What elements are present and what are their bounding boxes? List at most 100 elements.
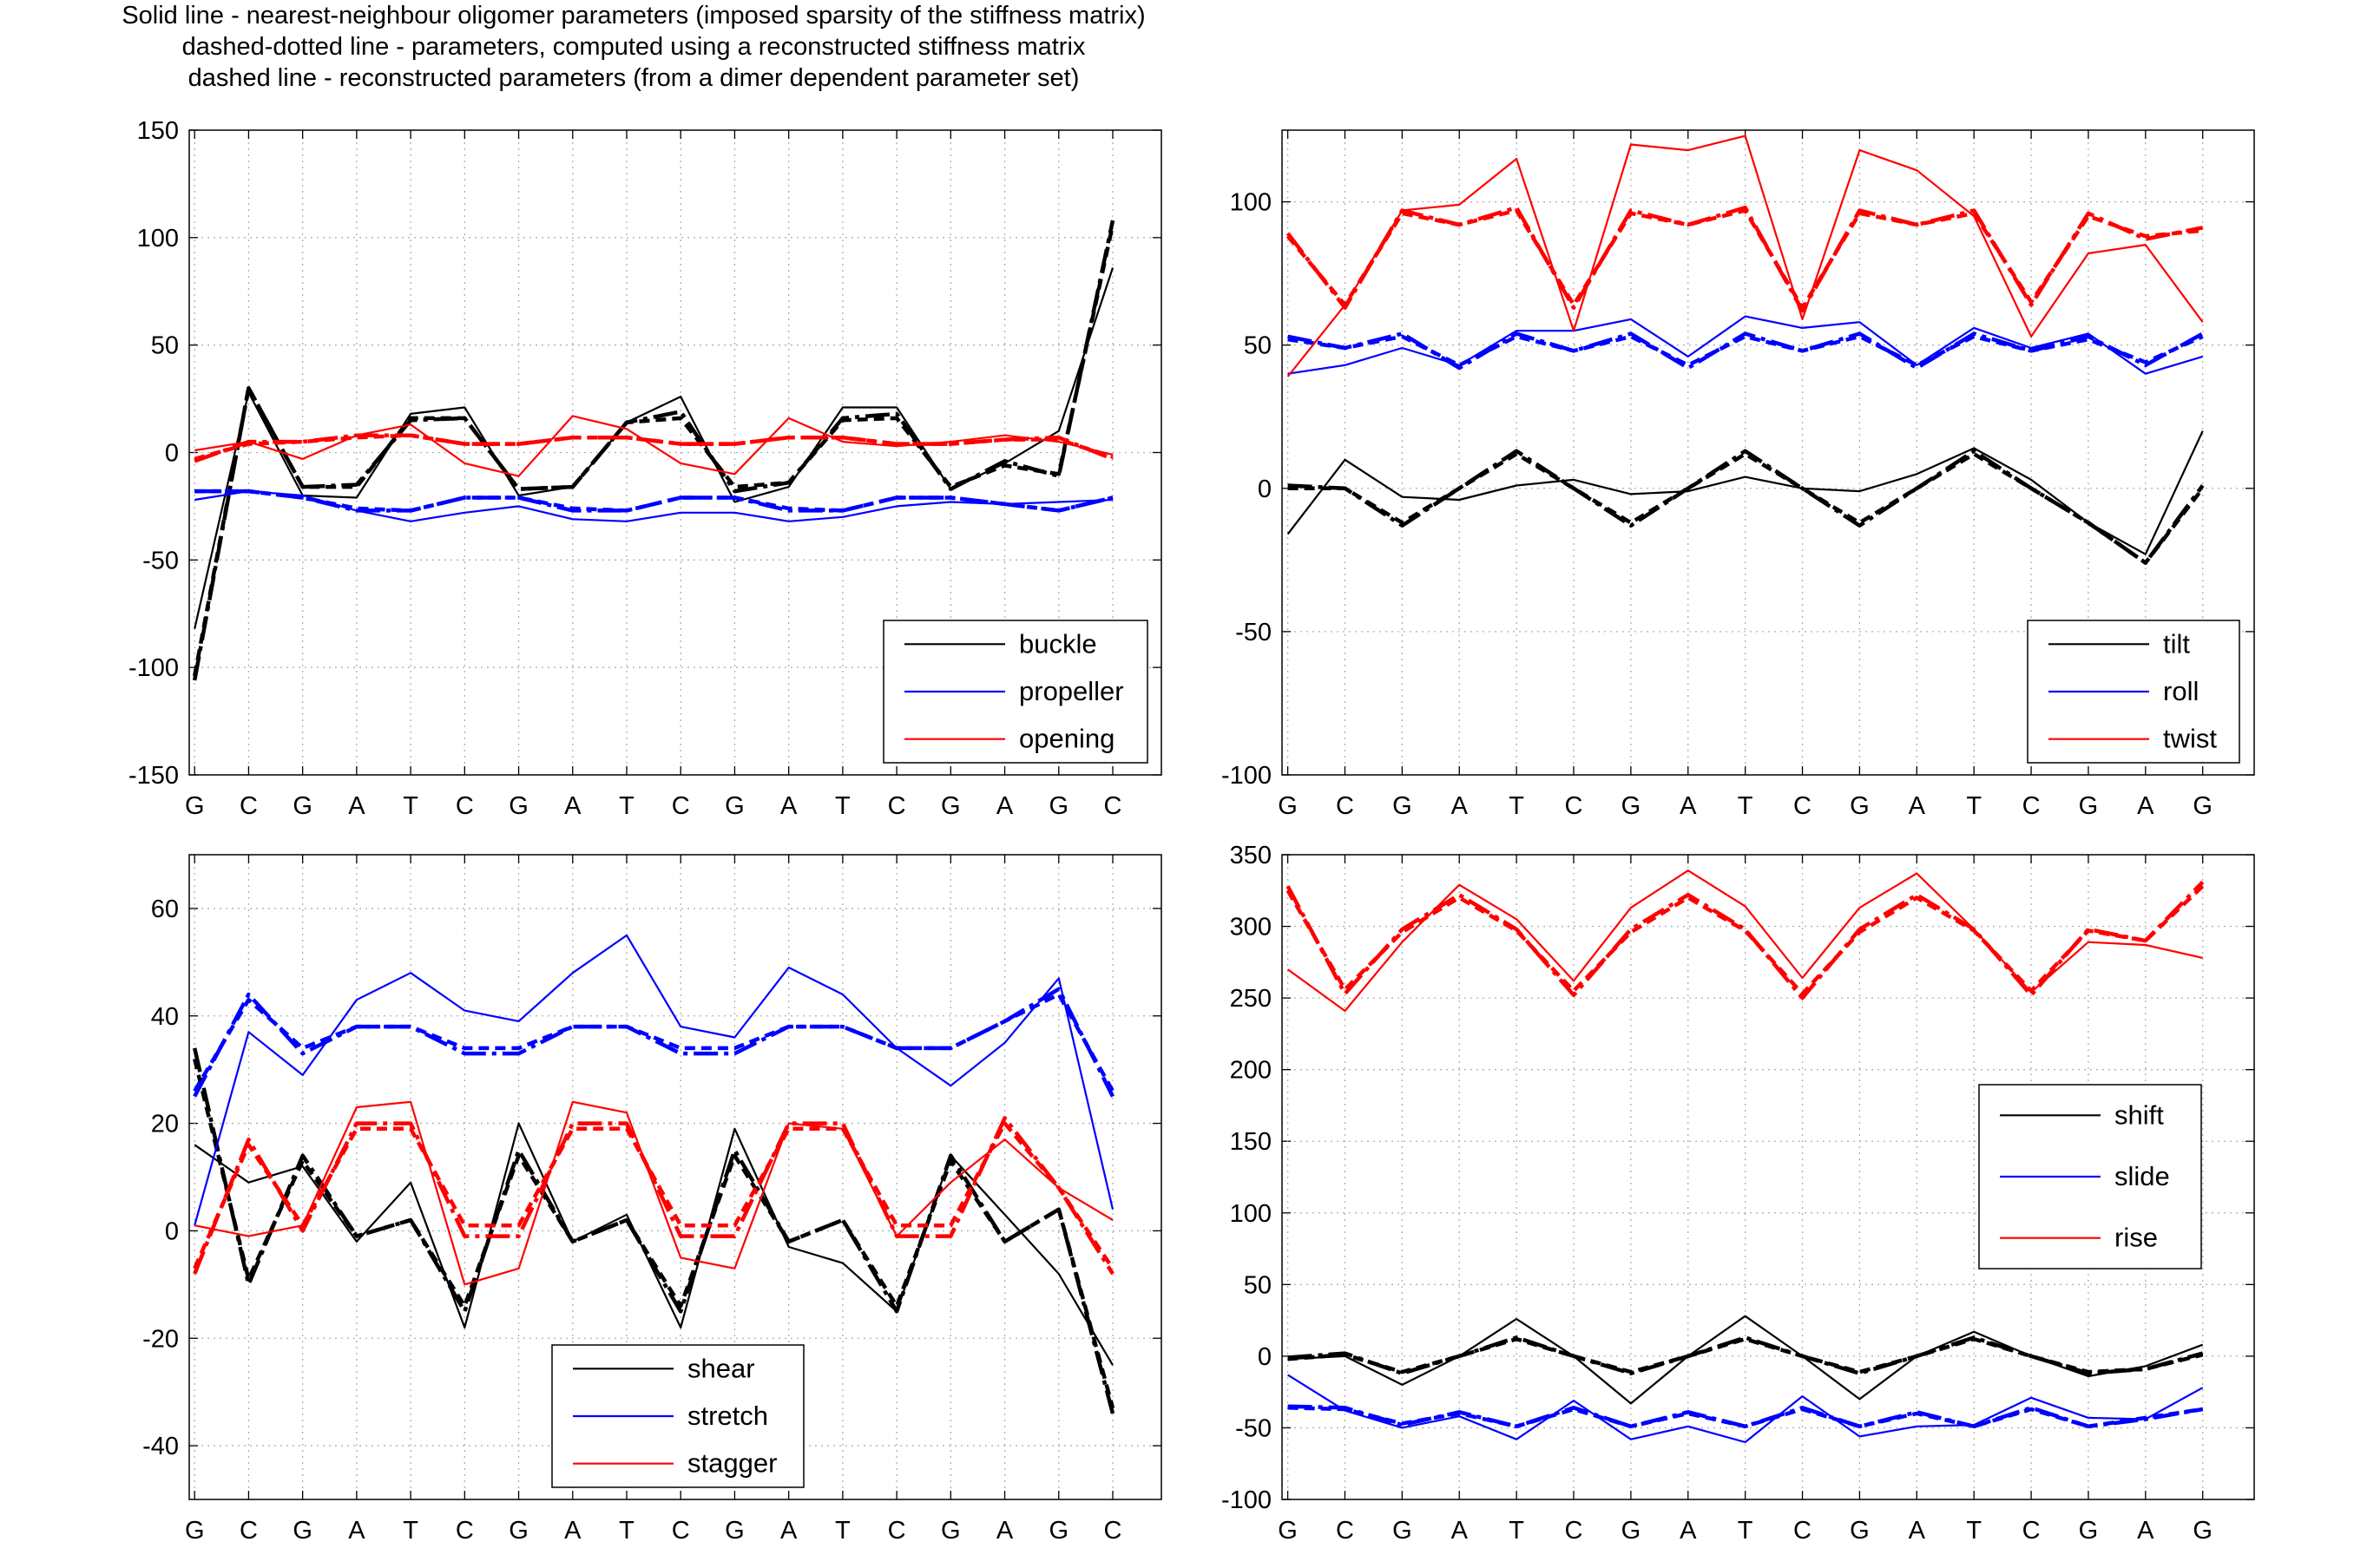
legend-label-shift: shift [2114, 1099, 2164, 1130]
legend-label-tilt: tilt [2163, 628, 2190, 659]
y-tick-label: -50 [1235, 1414, 1272, 1442]
x-tick-label: A [1909, 1517, 1926, 1545]
x-tick-label: G [293, 1517, 312, 1545]
title-line-3: dashed line - reconstructed parameters (… [187, 64, 1080, 92]
series-line-stretch-dashdot [193, 987, 1115, 1098]
x-tick-label: G [1278, 1517, 1298, 1545]
y-tick-label: 200 [1230, 1057, 1272, 1085]
legend-label-stretch: stretch [687, 1401, 768, 1431]
series-line-rise-dashed [1285, 884, 2205, 996]
x-tick-label: G [2079, 1517, 2099, 1545]
legend-label-slide: slide [2114, 1161, 2170, 1191]
x-tick-label: G [509, 792, 529, 820]
y-tick-label: 50 [1244, 332, 1272, 360]
y-tick-label: -100 [1221, 762, 1272, 790]
figure-title: Solid line - nearest-neighbour oligomer … [0, 0, 1267, 94]
x-tick-label: A [1451, 792, 1469, 820]
x-tick-label: C [2022, 1517, 2041, 1545]
series-line-shift-dashdot [1287, 1335, 2204, 1375]
y-tick-label: -100 [1221, 1486, 1272, 1514]
y-tick-label: 0 [165, 1217, 179, 1245]
plot-frame [1281, 129, 2255, 776]
title-line-2: dashed-dotted line - parameters, compute… [181, 33, 1086, 61]
x-tick-label: T [1738, 1517, 1753, 1545]
x-tick-label: G [725, 792, 745, 820]
y-tick-label: 50 [151, 332, 179, 360]
x-tick-label: G [509, 1517, 529, 1545]
chart-panel-4: -100 -50 0 50 100 150 200 250 300 350 G C G A T C G A T C G A… [1221, 842, 2255, 1545]
legend-label-roll: roll [2163, 676, 2199, 706]
x-tick-label: C [1336, 792, 1354, 820]
series-line-rise-dashdot [1285, 880, 2205, 1001]
chart-panel-1: -150 -100 -50 0 50 100 150 G C G A T C G A T C G A T C G A G Cbu… [128, 117, 1162, 820]
legend-label-rise: rise [2114, 1223, 2158, 1253]
legend-label-opening: opening [1019, 724, 1115, 754]
x-tick-label: C [2022, 792, 2041, 820]
y-tick-label: 150 [1230, 1128, 1272, 1156]
x-tick-label: G [1392, 792, 1412, 820]
x-tick-label: A [780, 792, 798, 820]
x-tick-label: G [1392, 1517, 1412, 1545]
series-line-slide-solid [1287, 1374, 2204, 1444]
x-tick-label: A [1680, 792, 1697, 820]
x-tick-label: T [403, 1517, 418, 1545]
x-tick-label: C [456, 1517, 474, 1545]
x-tick-label: C [456, 792, 474, 820]
x-tick-label: G [185, 1517, 205, 1545]
x-tick-label: T [1738, 792, 1753, 820]
x-tick-label: G [1049, 792, 1069, 820]
series-line-tilt-dashdot [1287, 449, 2205, 565]
x-tick-label: C [240, 1517, 258, 1545]
y-tick-label: -20 [142, 1325, 179, 1353]
x-tick-label: G [1850, 1517, 1870, 1545]
series-line-twist-dashdot [1285, 205, 2204, 313]
y-tick-label: 150 [137, 117, 179, 145]
x-tick-label: A [996, 792, 1014, 820]
x-tick-label: A [564, 792, 582, 820]
x-tick-label: C [1565, 1517, 1583, 1545]
x-tick-label: T [835, 1517, 851, 1545]
x-tick-label: G [2079, 792, 2099, 820]
x-tick-label: G [941, 1517, 961, 1545]
series-line-stretch-solid [194, 934, 1115, 1226]
x-tick-label: C [672, 792, 690, 820]
series-line-shear-solid [194, 1122, 1114, 1366]
x-tick-label: C [240, 792, 258, 820]
x-tick-label: T [619, 792, 635, 820]
x-tick-label: C [1793, 792, 1812, 820]
y-tick-label: -100 [128, 654, 179, 682]
x-tick-label: T [1509, 1517, 1524, 1545]
y-tick-label: -40 [142, 1433, 179, 1460]
x-tick-label: C [1336, 1517, 1354, 1545]
x-tick-label: T [1966, 792, 1982, 820]
y-tick-label: 0 [165, 440, 179, 468]
y-tick-label: 50 [1244, 1271, 1272, 1299]
legend: buckle propeller opening [883, 620, 1148, 764]
x-tick-label: A [1909, 792, 1926, 820]
x-tick-label: G [1850, 792, 1870, 820]
x-tick-label: T [403, 792, 418, 820]
x-tick-label: C [1565, 792, 1583, 820]
x-tick-label: G [293, 792, 312, 820]
x-tick-label: A [1451, 1517, 1469, 1545]
series-line-buckle-dashdot [192, 220, 1115, 681]
series-line-propeller-dashdot [194, 489, 1114, 513]
series-line-slide-dashdot [1287, 1404, 2204, 1429]
y-tick-label: 300 [1230, 914, 1272, 941]
y-tick-label: 100 [1230, 1200, 1272, 1228]
x-tick-label: A [1680, 1517, 1697, 1545]
x-tick-label: T [835, 792, 851, 820]
y-tick-label: 20 [151, 1111, 179, 1138]
series-line-roll-solid [1287, 315, 2204, 375]
x-tick-label: A [2137, 1517, 2154, 1545]
y-tick-label: -150 [128, 762, 179, 790]
x-tick-label: G [2193, 1517, 2213, 1545]
x-tick-label: T [1509, 792, 1524, 820]
legend: shear stretch stagger [551, 1344, 805, 1488]
x-tick-label: C [1793, 1517, 1812, 1545]
x-tick-label: A [564, 1517, 582, 1545]
series-line-roll-dashdot [1287, 331, 2204, 371]
series-line-twist-solid [1286, 134, 2204, 377]
x-tick-label: G [941, 792, 961, 820]
